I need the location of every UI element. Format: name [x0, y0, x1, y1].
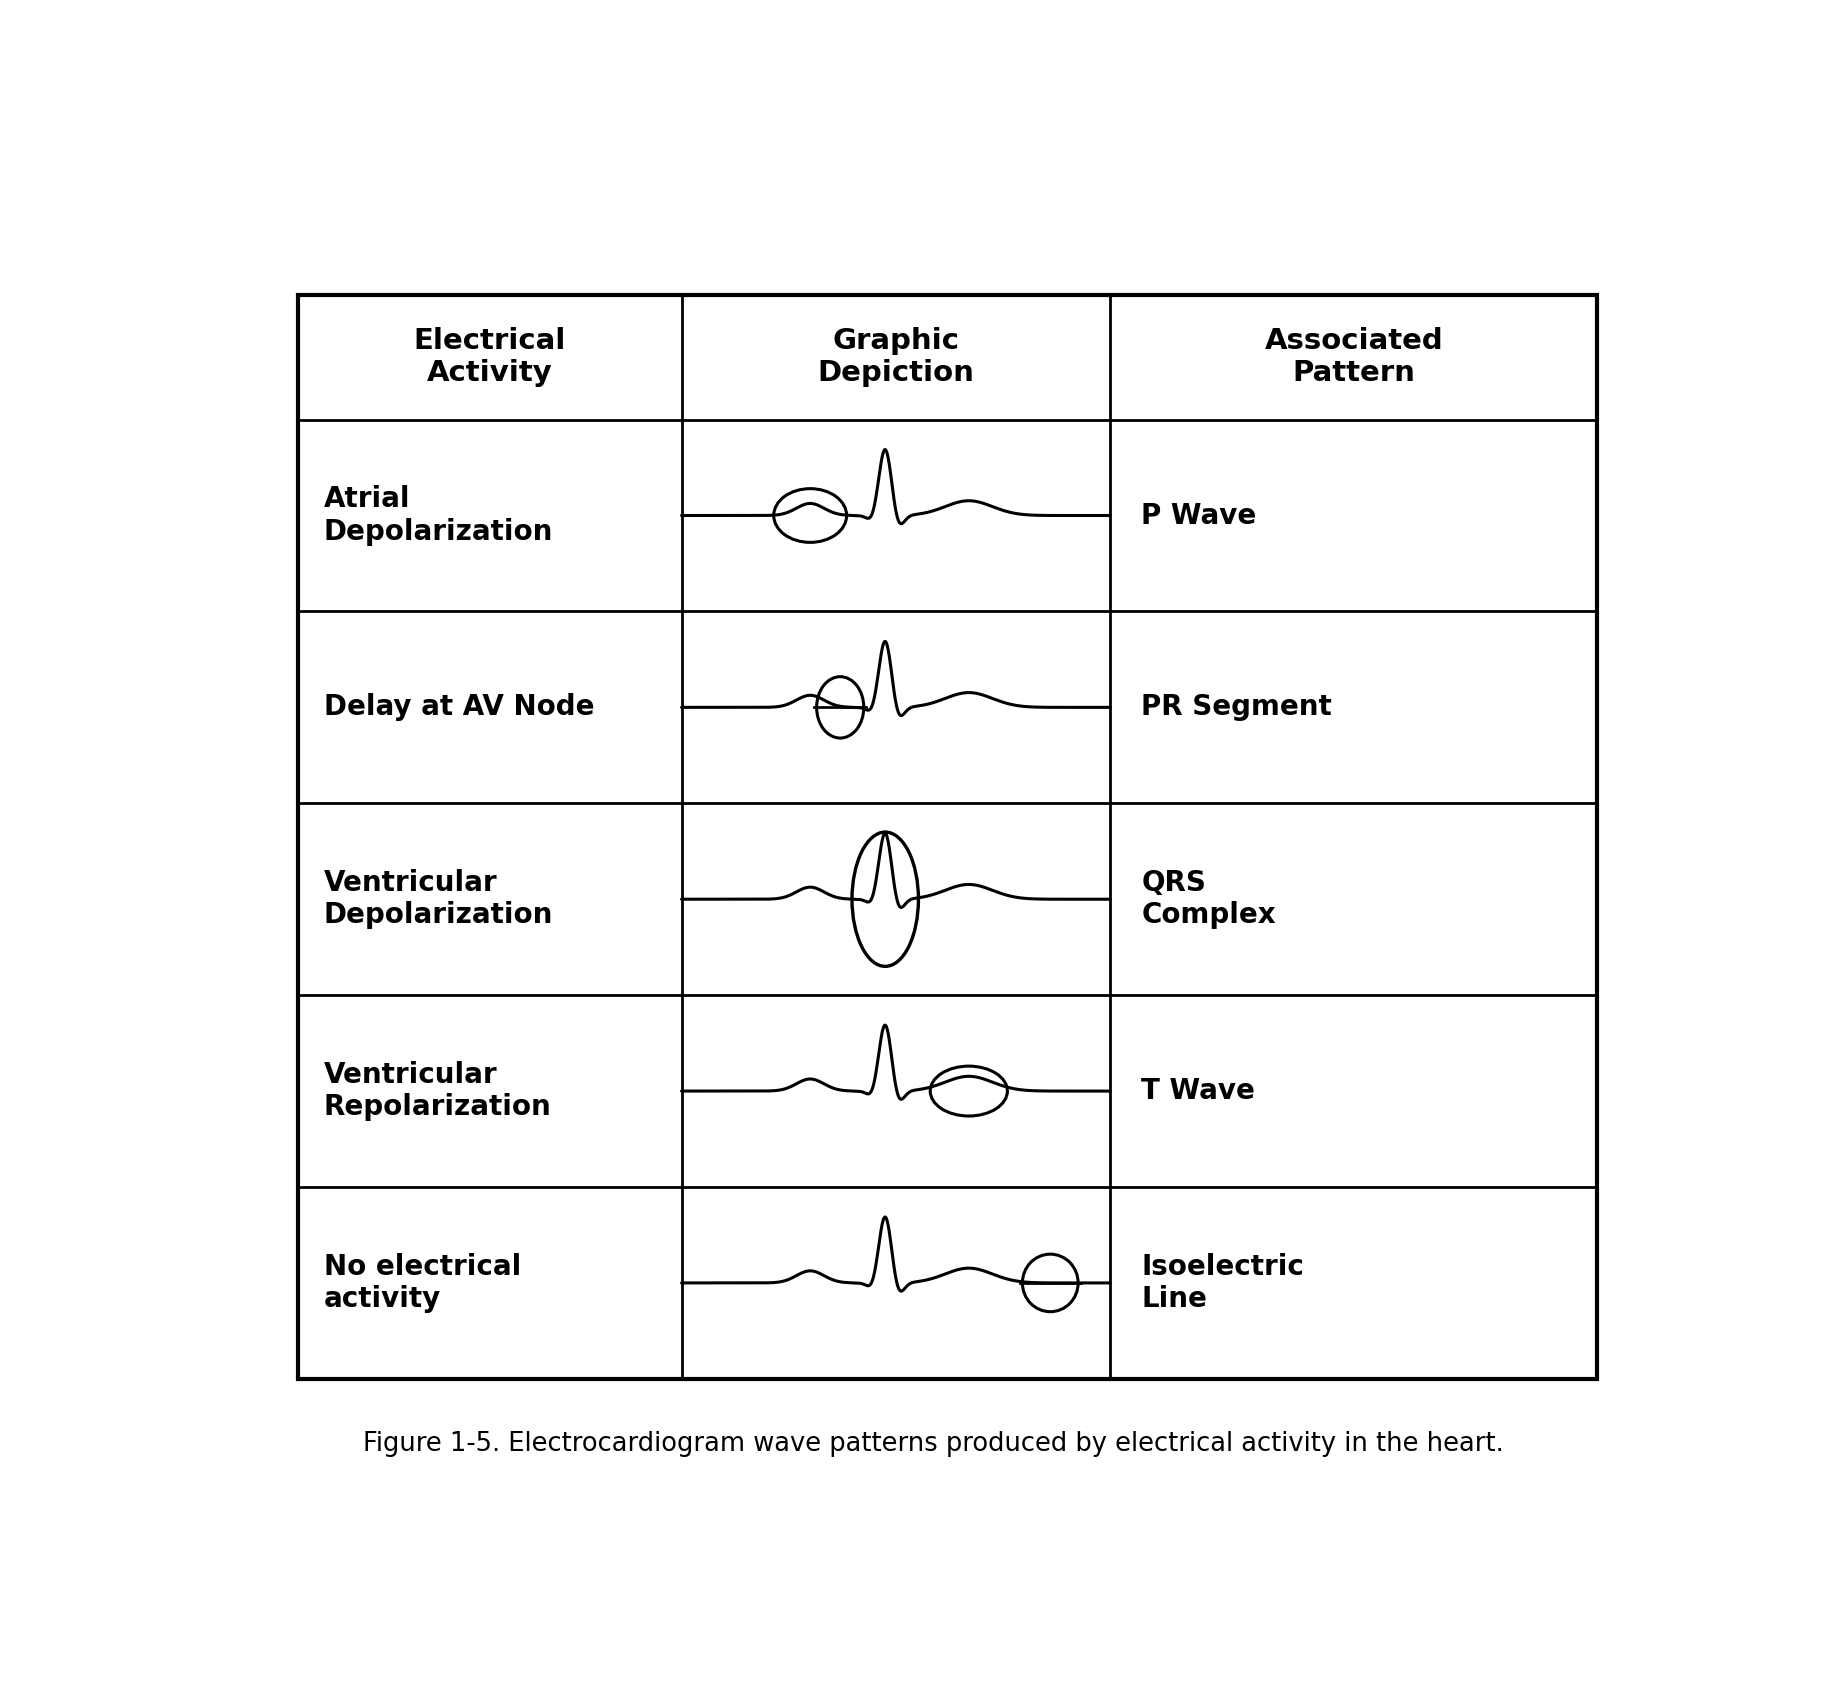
Text: P Wave: P Wave	[1141, 502, 1257, 529]
Bar	[299, 295, 1598, 1379]
Text: Ventricular
Repolarization: Ventricular Repolarization	[324, 1062, 552, 1121]
Text: Electrical
Activity: Electrical Activity	[414, 327, 567, 387]
Text: Figure 1-5. Electrocardiogram wave patterns produced by electrical activity in t: Figure 1-5. Electrocardiogram wave patte…	[363, 1431, 1505, 1457]
Text: Associated
Pattern: Associated Pattern	[1264, 327, 1443, 387]
Text: No electrical
activity: No electrical activity	[324, 1253, 521, 1313]
Text: Isoelectric
Line: Isoelectric Line	[1141, 1253, 1305, 1313]
Text: QRS
Complex: QRS Complex	[1141, 868, 1275, 929]
Text: T Wave: T Wave	[1141, 1077, 1255, 1106]
Text: Delay at AV Node: Delay at AV Node	[324, 694, 594, 721]
Text: Ventricular
Depolarization: Ventricular Depolarization	[324, 868, 554, 929]
Text: Graphic
Depiction: Graphic Depiction	[818, 327, 975, 387]
Text: Atrial
Depolarization: Atrial Depolarization	[324, 485, 554, 546]
Text: PR Segment: PR Segment	[1141, 694, 1332, 721]
